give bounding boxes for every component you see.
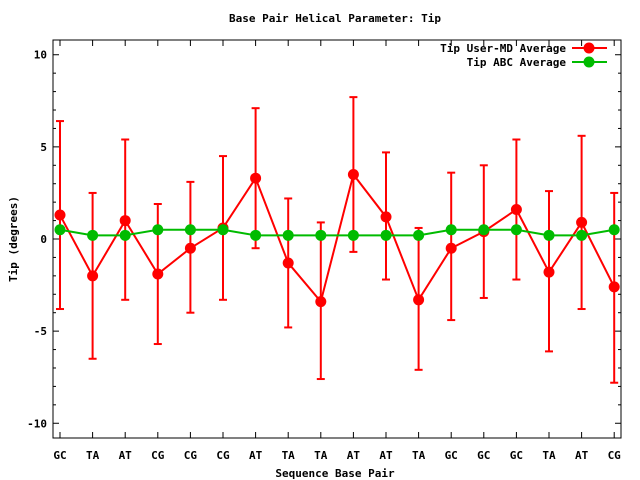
- x-tick-label: GC: [53, 449, 66, 462]
- abc-series-point: [543, 229, 555, 241]
- md-series-point: [347, 169, 359, 181]
- series-layer: [54, 96, 620, 384]
- abc-series-point: [217, 224, 229, 236]
- abc-series-point: [119, 229, 131, 241]
- x-tick-label: CG: [151, 449, 165, 462]
- x-tick-label: TA: [542, 449, 556, 462]
- md-series-point: [380, 211, 392, 223]
- abc-series-point: [380, 229, 392, 241]
- x-tick-label: TA: [282, 449, 296, 462]
- legend-swatch-point: [583, 42, 595, 54]
- x-tick-label: CG: [184, 449, 198, 462]
- md-series-line: [59, 172, 616, 304]
- legend-label: Tip ABC Average: [467, 56, 567, 69]
- abc-series-point: [87, 229, 99, 241]
- md-series-point: [576, 216, 588, 228]
- md-series-point: [543, 266, 555, 278]
- md-series-point: [250, 172, 262, 184]
- chart-title: Base Pair Helical Parameter: Tip: [229, 12, 441, 25]
- x-tick-label: AT: [249, 449, 263, 462]
- x-tick-label: AT: [119, 449, 133, 462]
- abc-series-point: [576, 229, 588, 241]
- abc-series-point: [315, 229, 327, 241]
- md-series-point: [608, 281, 620, 293]
- x-tick-label: TA: [86, 449, 100, 462]
- y-axis: -10 -5 0 5 10: [27, 49, 621, 430]
- x-tick-label: CG: [216, 449, 230, 462]
- x-tick-label: TA: [412, 449, 426, 462]
- y-axis-label: Tip (degrees): [7, 196, 20, 282]
- abc-series-point: [54, 224, 66, 236]
- md-series-point: [445, 242, 457, 254]
- x-tick-label: AT: [575, 449, 589, 462]
- y-tick-label: 0: [40, 233, 47, 246]
- x-tick-label: GC: [510, 449, 523, 462]
- abc-series-point: [347, 229, 359, 241]
- md-series-point: [184, 242, 196, 254]
- abc-series-point: [250, 229, 262, 241]
- md-series-point: [152, 268, 164, 280]
- legend-swatch-point: [583, 56, 595, 68]
- legend-label: Tip User-MD Average: [440, 42, 566, 55]
- x-tick-label: AT: [347, 449, 361, 462]
- y-tick-label: 5: [40, 141, 47, 154]
- x-tick-label: GC: [477, 449, 490, 462]
- x-tick-label: AT: [379, 449, 393, 462]
- abc-series-point: [184, 224, 196, 236]
- abc-series-point: [445, 224, 457, 236]
- y-tick-label: 10: [34, 49, 47, 62]
- abc-series-line: [59, 228, 615, 237]
- md-series-point: [54, 209, 66, 221]
- abc-series-point: [478, 224, 490, 236]
- abc-series-point: [282, 229, 294, 241]
- md-series-point: [119, 215, 131, 227]
- x-tick-label: CG: [608, 449, 622, 462]
- y-tick-label: -10: [27, 417, 47, 430]
- x-axis-label: Sequence Base Pair: [275, 467, 395, 480]
- abc-series-point: [608, 224, 620, 236]
- md-series-point: [413, 294, 425, 306]
- abc-series-point: [152, 224, 164, 236]
- abc-series-point: [510, 224, 522, 236]
- x-tick-label: GC: [445, 449, 458, 462]
- y-tick-label: -5: [34, 325, 47, 338]
- md-series-point: [315, 296, 327, 308]
- md-series-point: [510, 204, 522, 216]
- x-tick-label: TA: [314, 449, 328, 462]
- md-series-point: [282, 257, 294, 269]
- md-series-point: [87, 270, 99, 282]
- x-axis: GC TA AT CG CG CG AT TA TA AT AT TA GC GC GC TA AT CG: [53, 40, 621, 462]
- abc-series-point: [413, 229, 425, 241]
